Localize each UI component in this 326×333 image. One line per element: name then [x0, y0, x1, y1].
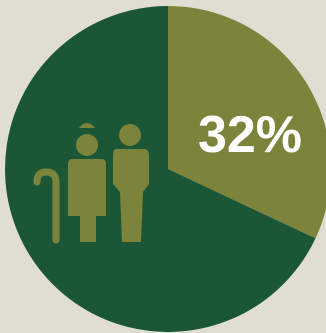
pie-slices [5, 6, 326, 332]
pie-slice-highlight [168, 6, 326, 239]
slice-percent-label: 32% [198, 106, 302, 164]
elderly-couple-with-cane-icon [33, 123, 149, 244]
pie-slice-remainder [5, 6, 316, 332]
